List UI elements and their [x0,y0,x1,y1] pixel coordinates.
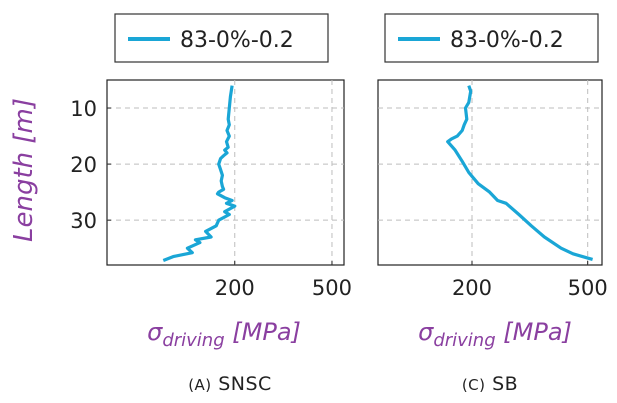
x-tick-label: 200 [215,276,255,300]
panel-c-legend-label: 83-0%-0.2 [450,28,564,53]
panel-c-ticks: 200 500 [452,261,608,300]
panel-a-ticks: 200 500 10 20 30 [70,97,352,300]
panel-a-legend: 83-0%-0.2 [114,13,329,63]
y-tick-label: 20 [70,153,97,177]
panel-a-grid [107,80,344,265]
panel-a-legend-label: 83-0%-0.2 [180,28,294,53]
panel-a-caption: (A) SNSC [188,373,272,395]
panel-c-plot-area [377,79,603,266]
panel-a-series-line [162,85,237,262]
panel-c-series-line [446,85,594,261]
panel-c-caption: (C) SB [462,373,518,395]
y-tick-label: 30 [70,209,97,233]
panel-a-plot-area [106,79,345,266]
x-tick-label: 200 [452,276,492,300]
y-tick-label: 10 [70,97,97,121]
panel-c-grid [378,80,602,265]
x-tick-label: 500 [568,276,608,300]
panel-a: 200 500 10 20 30 83-0%-0.2 σdriving [MPa] (A… [70,13,352,395]
y-axis-title: Length [m] [9,98,39,242]
panel-c-x-axis-title: σdriving [MPa] [418,318,572,351]
panel-c-legend: 83-0%-0.2 [384,13,599,63]
panel-c: 200 500 83-0%-0.2 σdriving [MPa] (C) SB [377,13,608,395]
panel-a-x-axis-title: σdriving [MPa] [147,318,301,351]
x-tick-label: 500 [312,276,352,300]
